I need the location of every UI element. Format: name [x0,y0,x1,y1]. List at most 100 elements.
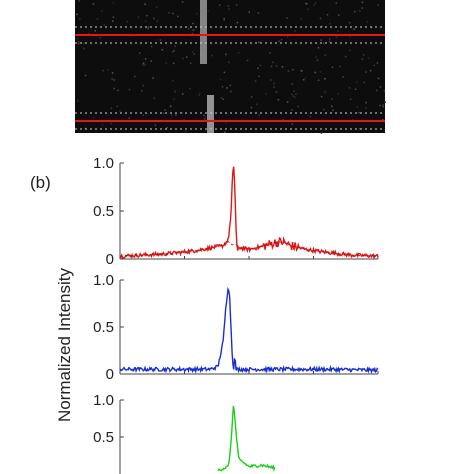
noise-speckle [146,14,148,17]
noise-speckle [142,62,145,65]
noise-speckle [384,101,386,104]
noise-speckle [117,89,119,92]
noise-speckle [76,38,79,40]
noise-speckle [355,81,358,83]
noise-speckle [354,88,357,90]
noise-speckle [171,50,174,53]
noise-speckle [287,70,290,72]
noise-speckle [273,86,275,88]
noise-speckle [323,42,325,44]
noise-speckle [126,20,129,23]
noise-speckle [134,75,136,78]
noise-speckle [144,58,147,60]
noise-speckle [332,109,334,111]
noise-speckle [113,87,115,90]
noise-speckle [369,69,372,72]
noise-speckle [144,3,146,5]
noise-speckle [291,109,293,111]
noise-speckle [138,52,141,54]
noise-speckle [349,98,352,101]
noise-speckle [116,105,118,108]
noise-speckle [248,11,250,13]
noise-speckle [270,65,273,68]
noise-speckle [271,111,273,114]
noise-speckle [83,47,85,50]
noise-speckle [246,59,249,62]
noise-speckle [326,14,329,16]
bright-streak-top [200,0,207,64]
noise-speckle [154,124,157,126]
noise-speckle [258,75,260,78]
noise-speckle [353,28,355,30]
noise-speckle [236,21,239,24]
noise-speckle [219,78,222,81]
noise-speckle [229,84,232,87]
y-tick-label: 0.5 [93,429,114,446]
noise-speckle [103,24,105,26]
profile-trace [119,166,379,261]
y-tick-label: 1.0 [93,272,114,289]
noise-speckle [222,98,225,101]
noise-speckle [186,56,188,58]
noise-speckle [382,105,384,108]
noise-speckle [322,108,325,111]
noise-speckle [225,53,227,56]
noise-speckle [161,49,164,51]
noise-speckle [221,86,224,88]
noise-speckle [293,90,295,92]
noise-speckle [309,115,312,118]
noise-speckle [313,4,315,6]
noise-speckle [189,87,191,90]
noise-speckle [204,116,207,119]
noise-speckle [153,17,155,20]
noise-speckle [156,20,159,22]
noise-speckle [383,90,386,92]
noise-speckle [256,103,258,105]
noise-speckle [377,77,380,80]
noise-speckle [107,69,109,71]
noise-speckle [168,12,170,14]
noise-speckle [328,38,331,40]
bright-streak-bottom [207,95,214,133]
noise-speckle [171,114,173,116]
y-tick-label: 1.0 [93,392,114,409]
fit-curve [119,240,379,257]
noise-speckle [257,67,259,69]
noise-speckle [144,64,146,66]
noise-speckle [328,40,331,43]
noise-speckle [315,56,317,58]
noise-speckle [223,71,226,74]
noise-speckle [99,36,102,39]
noise-speckle [286,17,288,19]
noise-speckle [83,42,85,45]
noise-speckle [96,18,99,20]
noise-speckle [335,2,337,4]
noise-speckle [164,109,166,111]
noise-speckle [379,86,382,88]
noise-speckle [376,62,379,64]
noise-speckle [159,39,162,41]
noise-speckle [320,95,323,98]
noise-speckle [113,79,116,81]
noise-speckle [329,23,331,25]
noise-speckle [292,68,294,71]
noise-speckle [358,111,360,114]
noise-speckle [319,71,322,73]
noise-speckle [258,41,260,44]
noise-speckle [361,1,364,4]
noise-speckle [281,66,284,68]
blue-profile-plot: 1.0 0.5 0 [93,272,379,383]
noise-speckle [289,119,291,121]
noise-speckle [237,52,240,54]
noise-speckle [228,61,230,64]
noise-speckle [331,105,333,108]
noise-speckle [137,16,140,18]
noise-speckle [277,99,280,101]
noise-speckle [172,79,174,82]
noise-speckle [155,6,158,8]
green-profile-plot: 1.0 0.5 [93,392,276,474]
noise-speckle [307,8,309,10]
noise-speckle [359,10,361,12]
noise-speckle [376,89,378,92]
